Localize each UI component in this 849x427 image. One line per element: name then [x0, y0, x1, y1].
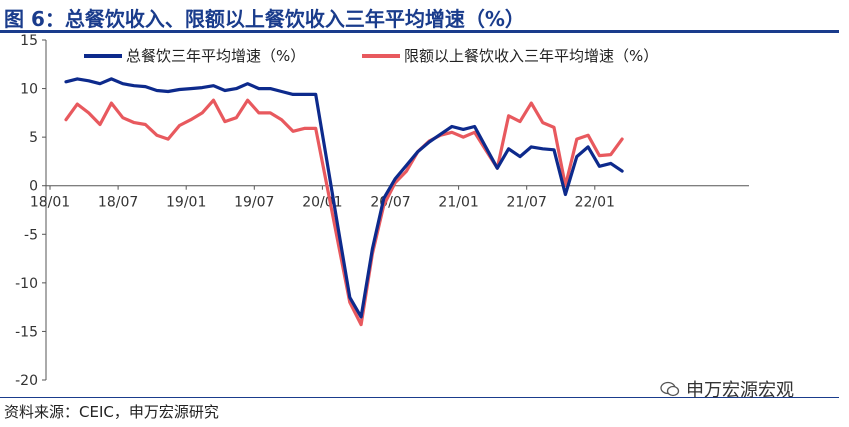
chart-axes: 15 10 5 0 -5 -10 -15 -20 18/01 18/07 19/01 19/07 20/…: [15, 33, 749, 389]
legend-label: 限额以上餐饮收入三年平均增速（%）: [404, 47, 658, 65]
legend-label: 总餐饮三年平均增速（%）: [126, 47, 305, 65]
chart-series: [64, 77, 624, 327]
chart-legend: 总餐饮三年平均增速（%） 限额以上餐饮收入三年平均增速（%）: [84, 47, 658, 65]
title-rule: [0, 30, 839, 33]
x-tick-label: 22/01: [575, 195, 615, 211]
watermark: 申万宏源宏观: [660, 376, 794, 402]
source-note: 资料来源：CEIC，申万宏源研究: [4, 403, 219, 421]
y-tick-label: -10: [15, 276, 38, 292]
y-tick-label: 0: [29, 179, 38, 195]
x-tick-label: 20/07: [370, 195, 410, 211]
y-tick-label: 15: [20, 33, 38, 49]
x-tick-label: 18/07: [98, 195, 138, 211]
x-tick-label: 19/01: [166, 195, 206, 211]
x-tick-label: 21/01: [438, 195, 478, 211]
x-tick-label: 19/07: [234, 195, 274, 211]
y-tick-label: -15: [15, 324, 38, 340]
y-tick-label: -20: [15, 373, 38, 389]
x-tick-label: 18/01: [30, 195, 70, 211]
title-bar: 图 6：总餐饮收入、限额以上餐饮收入三年平均增速（%）: [0, 0, 849, 33]
y-tick-label: 10: [20, 82, 38, 98]
wechat-icon: [660, 381, 680, 397]
source-rule: [0, 397, 839, 398]
chart-title: 图 6：总餐饮收入、限额以上餐饮收入三年平均增速（%）: [4, 7, 525, 31]
x-tick-label: 20/01: [302, 195, 342, 211]
x-tick-label: 21/07: [507, 195, 547, 211]
y-tick-label: 5: [29, 130, 38, 146]
watermark-text: 申万宏源宏观: [686, 380, 794, 401]
series-line-1: [64, 77, 624, 319]
line-chart: 15 10 5 0 -5 -10 -15 -20 18/01 18/07 19/01 19/07 20/…: [15, 33, 749, 389]
y-tick-label: -5: [24, 227, 38, 243]
series-line-2: [64, 98, 624, 327]
